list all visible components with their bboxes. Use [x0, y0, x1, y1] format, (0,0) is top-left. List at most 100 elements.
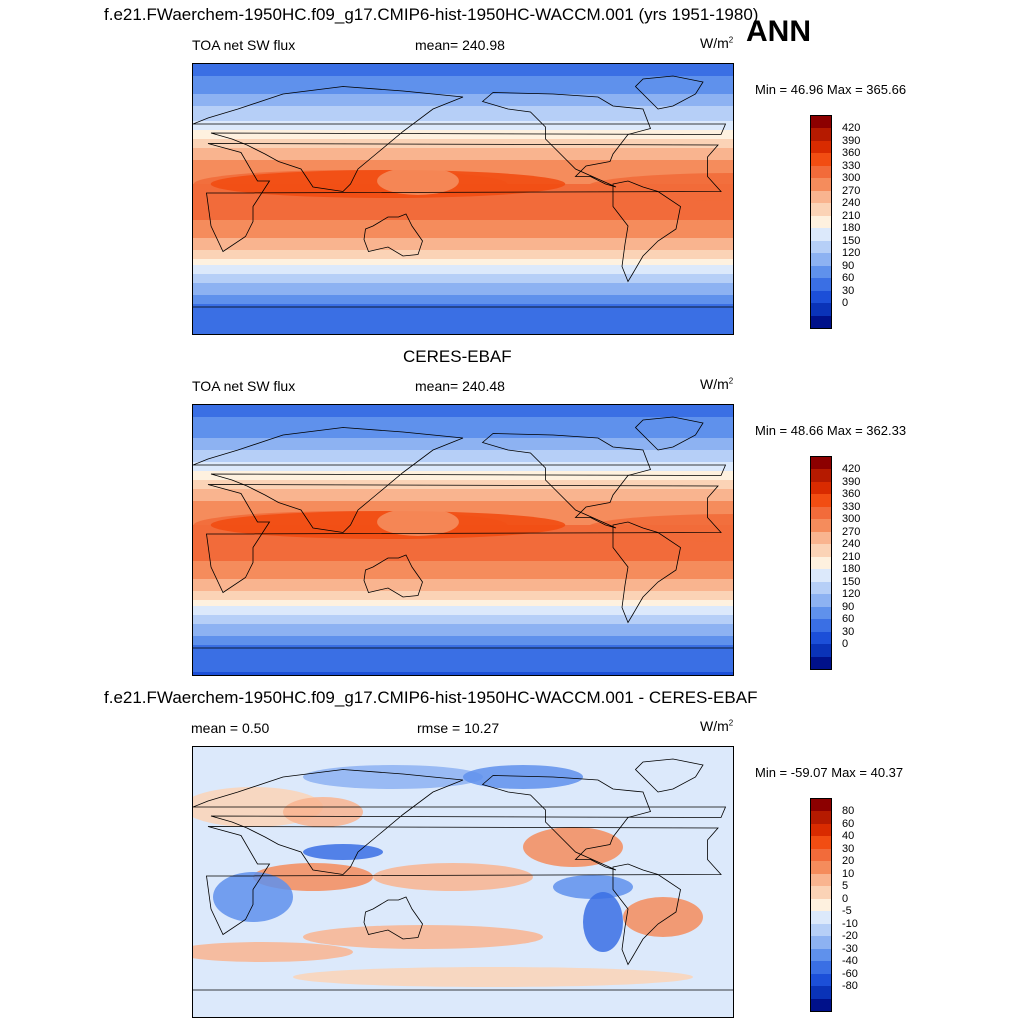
colorbar-tick-label: 420	[842, 122, 861, 135]
panel2-units: W/m2	[700, 376, 734, 392]
map-band	[193, 663, 733, 667]
map-band	[193, 124, 733, 128]
map-band	[193, 217, 733, 221]
map-band	[193, 262, 733, 266]
colorbar-tick-label: 150	[842, 575, 861, 588]
coastline	[612, 863, 681, 966]
map-band	[193, 319, 733, 323]
colorbar-tick-label: 390	[842, 475, 861, 488]
map-feature	[377, 508, 459, 536]
colorbar-swatch	[811, 836, 831, 849]
map-band	[193, 447, 733, 451]
colorbar-tick-label: 90	[842, 259, 855, 272]
map-band	[193, 486, 733, 490]
colorbar-tick-label: 210	[842, 550, 861, 563]
colorbar-swatch	[811, 898, 831, 912]
map-band	[193, 639, 733, 643]
map-band	[193, 582, 733, 586]
map-band	[193, 298, 733, 302]
map-band	[193, 573, 733, 577]
map-band	[193, 253, 733, 257]
map-band	[193, 163, 733, 167]
map-band	[193, 73, 733, 77]
map-band	[193, 232, 733, 236]
map-band	[193, 325, 733, 329]
map-band	[193, 166, 733, 170]
colorbar-swatch	[811, 215, 831, 229]
coastline	[481, 775, 652, 871]
map-anomaly	[583, 892, 623, 952]
map-band	[193, 654, 733, 658]
map-band	[193, 585, 733, 589]
colorbar-swatch	[811, 986, 831, 999]
map-band	[193, 229, 733, 233]
map-band	[193, 636, 733, 640]
map-band	[193, 289, 733, 293]
colorbar-tick-label: 180	[842, 222, 861, 235]
map-band	[193, 456, 733, 460]
map-band	[193, 118, 733, 122]
map-band	[193, 468, 733, 472]
colorbar-swatch	[811, 556, 831, 570]
colorbar-tick-label: -5	[842, 905, 852, 918]
colorbar-swatch	[811, 581, 831, 595]
map-band	[193, 621, 733, 625]
map-anomaly	[463, 765, 583, 789]
colorbar-tick-label: 420	[842, 463, 861, 476]
colorbar-swatch	[811, 619, 831, 632]
colorbar-swatch	[811, 116, 831, 129]
map-band	[193, 133, 733, 137]
coastline	[206, 484, 722, 594]
map-band	[193, 600, 733, 604]
panel1-mean-label: mean= 240.98	[415, 37, 505, 53]
map-band	[193, 115, 733, 119]
colorbar-swatch	[811, 656, 831, 669]
map-band	[193, 597, 733, 601]
map-band	[193, 666, 733, 670]
colorbar-swatch	[811, 265, 831, 279]
colorbar-swatch	[811, 936, 831, 949]
colorbar-tick-label: 180	[842, 563, 861, 576]
colorbar-swatch	[811, 631, 831, 645]
colorbar-tick-label: 240	[842, 538, 861, 551]
colorbar-swatch	[811, 961, 831, 974]
map-anomaly	[523, 827, 623, 867]
colorbar-swatch	[811, 481, 831, 495]
map-band	[193, 130, 733, 134]
colorbar-tick-label: -40	[842, 955, 858, 968]
colorbar-swatch	[811, 240, 831, 254]
map-band	[193, 226, 733, 230]
map-band	[193, 558, 733, 562]
map-band	[193, 301, 733, 305]
map-band	[193, 328, 733, 332]
map-band	[193, 576, 733, 580]
coastline	[634, 75, 704, 110]
panel1-minmax: Min = 46.96 Max = 365.66	[755, 82, 907, 97]
map-band	[193, 633, 733, 637]
map-band	[193, 148, 733, 152]
map-band	[193, 265, 733, 269]
map-band	[193, 546, 733, 550]
map-band	[193, 426, 733, 430]
map-band	[193, 76, 733, 80]
map-band	[193, 645, 733, 649]
colorbar-swatch	[811, 811, 831, 824]
map-band	[193, 606, 733, 610]
map-band	[193, 429, 733, 433]
map-band	[193, 543, 733, 547]
colorbar-tick-label: 300	[842, 172, 861, 185]
map-band	[193, 100, 733, 104]
colorbar-swatch	[811, 153, 831, 166]
map-band	[193, 208, 733, 212]
map-band	[193, 612, 733, 616]
colorbar-tick-label: -30	[842, 942, 858, 955]
map-band	[193, 286, 733, 290]
map-band	[193, 450, 733, 454]
panel3-minmax: Min = -59.07 Max = 40.37	[755, 765, 904, 780]
map-band	[193, 507, 733, 511]
colorbar-swatch	[811, 290, 831, 304]
map-anomaly	[193, 942, 353, 962]
map-band	[193, 567, 733, 571]
map-band	[193, 271, 733, 275]
map-band	[193, 594, 733, 598]
